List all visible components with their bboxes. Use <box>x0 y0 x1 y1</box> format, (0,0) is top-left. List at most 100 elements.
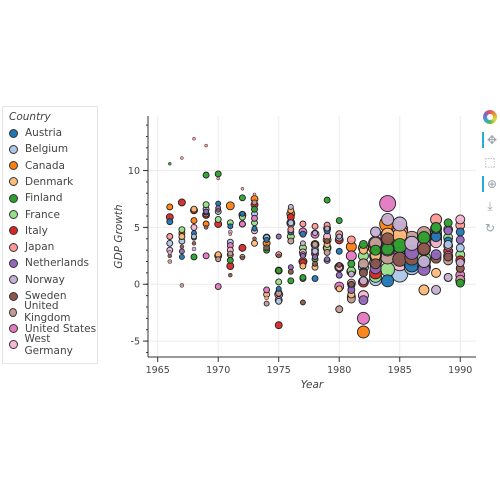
data-point[interactable] <box>323 248 331 256</box>
data-point[interactable] <box>275 267 283 275</box>
data-point[interactable] <box>431 267 442 278</box>
data-point[interactable] <box>228 232 233 236</box>
data-point[interactable] <box>287 277 295 285</box>
data-point[interactable] <box>167 250 173 255</box>
data-point[interactable] <box>287 203 294 210</box>
data-point[interactable] <box>168 161 172 166</box>
pan-tool-icon[interactable]: ✥ <box>482 132 500 148</box>
data-point[interactable] <box>238 220 246 228</box>
data-point[interactable] <box>166 239 174 247</box>
data-point[interactable] <box>311 275 319 283</box>
data-point[interactable] <box>323 196 331 204</box>
data-point[interactable] <box>299 230 307 238</box>
data-point[interactable] <box>311 222 319 230</box>
data-point[interactable] <box>417 231 431 245</box>
data-point[interactable] <box>358 295 369 306</box>
data-point[interactable] <box>263 300 270 307</box>
data-point[interactable] <box>274 321 283 330</box>
data-point[interactable] <box>263 236 270 243</box>
data-point[interactable] <box>214 170 222 178</box>
data-point[interactable] <box>312 230 318 237</box>
legend-item[interactable]: France <box>9 207 60 223</box>
data-point[interactable] <box>264 295 269 301</box>
data-point[interactable] <box>417 255 431 268</box>
data-point[interactable] <box>179 244 185 249</box>
data-point[interactable] <box>190 217 198 225</box>
legend-item[interactable]: Japan <box>9 239 54 255</box>
data-point[interactable] <box>252 236 257 242</box>
data-point[interactable] <box>215 256 222 263</box>
data-point[interactable] <box>191 241 197 246</box>
data-point[interactable] <box>190 223 198 231</box>
data-point[interactable] <box>276 253 281 259</box>
data-point[interactable] <box>379 195 397 212</box>
data-point[interactable] <box>275 233 282 240</box>
data-point[interactable] <box>251 199 258 206</box>
data-point[interactable] <box>443 272 453 282</box>
data-point[interactable] <box>264 245 269 251</box>
data-point[interactable] <box>179 283 185 288</box>
data-point[interactable] <box>275 297 283 305</box>
legend-item[interactable]: Sweden <box>9 288 67 304</box>
data-point[interactable] <box>166 233 174 240</box>
data-point[interactable] <box>166 203 174 211</box>
data-point[interactable] <box>455 235 465 245</box>
legend-item[interactable]: Finland <box>9 190 63 206</box>
data-point[interactable] <box>227 250 234 257</box>
legend-item[interactable]: Canada <box>9 158 65 174</box>
data-point[interactable] <box>275 285 282 292</box>
data-point[interactable] <box>430 249 442 261</box>
data-point[interactable] <box>431 284 442 295</box>
legend-item[interactable]: Austria <box>9 125 62 141</box>
data-point[interactable] <box>191 246 197 252</box>
data-point[interactable] <box>335 247 343 255</box>
data-point[interactable] <box>370 258 381 270</box>
data-point[interactable] <box>190 205 198 213</box>
data-point[interactable] <box>287 226 295 234</box>
data-point[interactable] <box>336 233 343 240</box>
data-point[interactable] <box>192 136 196 141</box>
data-point[interactable] <box>178 233 186 240</box>
data-point[interactable] <box>226 256 234 264</box>
legend-item[interactable]: Belgium <box>9 141 68 157</box>
wheel-zoom-tool-icon[interactable]: ⊕ <box>482 176 500 192</box>
data-point[interactable] <box>275 278 283 286</box>
data-point[interactable] <box>356 311 370 325</box>
data-point[interactable] <box>443 218 453 228</box>
legend-item[interactable]: Italy <box>9 223 48 239</box>
data-point[interactable] <box>443 252 453 262</box>
data-point[interactable] <box>225 201 235 211</box>
data-point[interactable] <box>202 171 210 179</box>
data-point[interactable] <box>203 225 209 230</box>
data-point[interactable] <box>392 216 408 232</box>
data-point[interactable] <box>263 286 271 294</box>
data-point[interactable] <box>455 278 465 288</box>
data-point[interactable] <box>202 201 210 209</box>
data-point[interactable] <box>299 273 307 281</box>
box-zoom-tool-icon[interactable]: ⬚ <box>484 155 496 169</box>
data-point[interactable] <box>358 240 368 249</box>
data-point[interactable] <box>346 235 356 245</box>
legend-item[interactable]: Denmark <box>9 174 73 190</box>
save-tool-icon[interactable]: ⤓ <box>487 198 493 213</box>
data-point[interactable] <box>335 271 343 279</box>
data-point[interactable] <box>455 258 465 268</box>
legend-item[interactable]: West Germany <box>9 333 97 357</box>
data-point[interactable] <box>228 272 233 278</box>
data-point[interactable] <box>299 240 306 247</box>
legend-item[interactable]: United States <box>9 321 96 337</box>
data-point[interactable] <box>177 198 186 207</box>
data-point[interactable] <box>324 225 331 232</box>
data-point[interactable] <box>190 253 198 261</box>
data-point[interactable] <box>178 254 185 260</box>
legend-item[interactable]: Norway <box>9 272 65 288</box>
data-point[interactable] <box>178 248 185 255</box>
data-point[interactable] <box>311 241 319 248</box>
data-point[interactable] <box>335 217 343 225</box>
data-point[interactable] <box>252 192 257 197</box>
data-point[interactable] <box>335 305 344 314</box>
data-point[interactable] <box>370 226 381 238</box>
legend-item[interactable]: Netherlands <box>9 255 89 271</box>
data-point[interactable] <box>324 256 331 263</box>
reset-tool-icon[interactable]: ↻ <box>484 221 496 235</box>
